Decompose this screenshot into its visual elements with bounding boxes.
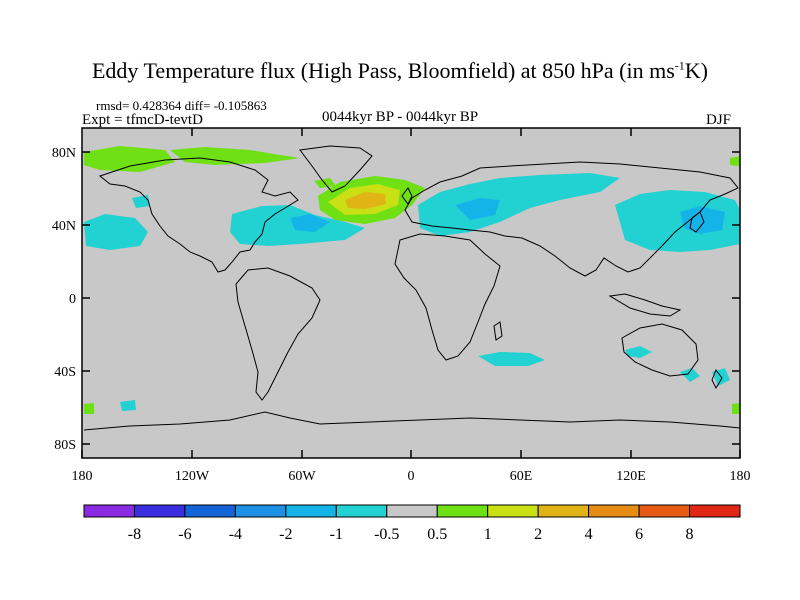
lon-label: 180 (72, 469, 93, 484)
colorbar-label: 1 (484, 526, 492, 543)
coastline-eurasia (404, 161, 739, 277)
anomaly-patch (615, 190, 740, 252)
colorbar-swatch (436, 504, 489, 518)
longitude-ticks (81, 128, 741, 458)
colorbar-label: 6 (635, 526, 643, 543)
colorbar-label: 2 (534, 526, 542, 543)
colorbar-swatch (184, 504, 236, 518)
colorbar-label: -2 (279, 526, 292, 543)
anomaly-patch (625, 346, 652, 358)
colorbar-label: 8 (686, 526, 694, 543)
lat-label: 80S (54, 438, 76, 453)
coastline-south-america (235, 267, 321, 401)
title-superscript: -1 (674, 58, 685, 73)
title-end: K) (684, 58, 708, 83)
lat-label: 40N (52, 219, 76, 234)
positive-anomaly-regions (84, 146, 740, 414)
coastline-north-america (98, 157, 299, 273)
colorbar-label: -6 (178, 526, 191, 543)
anomaly-patch (455, 198, 500, 220)
colorbar-swatch (537, 504, 590, 518)
anomaly-patch (132, 195, 150, 208)
colorbar-swatch (588, 504, 640, 518)
colorbar-swatch (335, 504, 388, 518)
longitude-labels: 180 120W 60W 0 60E 120E 180 (72, 469, 751, 484)
anomaly-patch (730, 156, 740, 166)
lon-label: 0 (408, 469, 415, 484)
lat-label: 80N (52, 146, 76, 161)
colorbar (83, 504, 741, 518)
season-label: DJF (706, 112, 732, 128)
negative-anomaly-regions (84, 173, 740, 411)
colorbar-swatch (133, 504, 186, 518)
lon-label: 60E (510, 469, 533, 484)
coastline-greenland (299, 145, 373, 193)
anomaly-patch (680, 206, 725, 234)
coastline-britain (401, 187, 413, 205)
experiment-label: Expt = tfmcD-tevtD (82, 112, 203, 128)
lat-label: 40S (54, 365, 76, 380)
map-panel (81, 127, 741, 459)
lon-label: 60W (288, 469, 316, 484)
stats-line: rmsd= 0.428364 diff= -0.105863 (96, 98, 267, 113)
title-main: Eddy Temperature flux (High Pass, Bloomf… (91, 58, 675, 83)
lon-label: 120W (175, 469, 210, 484)
anomaly-patch (290, 214, 330, 232)
colorbar-label: -4 (229, 526, 242, 543)
coastline-antarctica (83, 411, 741, 431)
anomaly-patch (84, 146, 175, 172)
colorbar-swatch (234, 504, 287, 518)
colorbar-label: 0.5 (427, 526, 447, 543)
colorbar-swatch (487, 504, 539, 518)
plot-title: Eddy Temperature flux (High Pass, Bloomf… (0, 58, 800, 84)
colorbar-swatch (83, 504, 135, 518)
anomaly-patch (84, 403, 94, 414)
coastline-japan (689, 211, 705, 233)
latitude-ticks (82, 151, 740, 445)
colorbar-label: 4 (585, 526, 593, 543)
colorbar-label: -8 (128, 526, 141, 543)
anomaly-patch (418, 173, 620, 236)
coastline-africa (394, 233, 501, 361)
anomaly-patch (478, 352, 545, 366)
period-label: 0044kyr BP - 0044kyr BP (321, 109, 479, 125)
anomaly-patch (732, 403, 740, 414)
anomaly-patch (680, 368, 700, 382)
lon-label: 120E (616, 469, 646, 484)
lon-label: 180 (730, 469, 751, 484)
anomaly-patch (345, 192, 386, 209)
colorbar-label: -1 (330, 526, 343, 543)
colorbar-swatch (285, 504, 337, 518)
colorbar-swatch (386, 504, 438, 518)
map-background (82, 128, 740, 458)
coastline-australia (621, 323, 699, 377)
colorbar-labels: -8 -6 -4 -2 -1 -0.5 0.5 1 2 4 6 8 (128, 526, 694, 543)
coastlines (83, 145, 741, 431)
coastline-new-zealand (711, 368, 723, 390)
latitude-labels: 80N 40N 0 40S 80S (52, 146, 76, 453)
coastline-indonesia (608, 293, 682, 317)
lat-label: 0 (69, 292, 76, 307)
anomaly-patch (84, 214, 148, 250)
colorbar-label: -0.5 (374, 526, 399, 543)
colorbar-swatch (638, 504, 691, 518)
coastline-madagascar (493, 321, 503, 341)
anomaly-patch (120, 400, 136, 411)
anomaly-patch (170, 147, 300, 165)
colorbar-swatch (689, 504, 741, 518)
